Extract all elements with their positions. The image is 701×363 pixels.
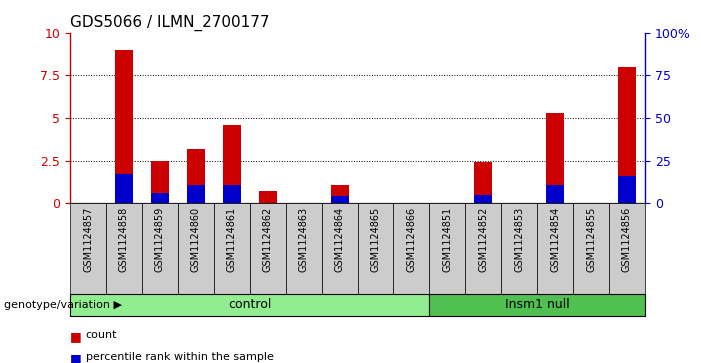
Bar xyxy=(223,184,240,203)
Bar xyxy=(142,203,178,294)
Bar xyxy=(501,203,537,294)
Bar xyxy=(151,193,169,203)
Bar xyxy=(618,67,636,203)
Bar xyxy=(537,203,573,294)
Text: GSM1124852: GSM1124852 xyxy=(478,207,489,272)
Text: GSM1124856: GSM1124856 xyxy=(622,207,632,272)
Bar xyxy=(187,149,205,203)
Text: Insm1 null: Insm1 null xyxy=(505,298,569,311)
Bar xyxy=(475,162,492,203)
Text: GSM1124865: GSM1124865 xyxy=(370,207,381,272)
Bar xyxy=(618,176,636,203)
Text: GSM1124854: GSM1124854 xyxy=(550,207,560,272)
Bar xyxy=(250,203,286,294)
Bar xyxy=(70,203,106,294)
Text: GSM1124861: GSM1124861 xyxy=(226,207,237,272)
Text: GSM1124866: GSM1124866 xyxy=(407,207,416,272)
Bar xyxy=(322,203,358,294)
Bar xyxy=(546,113,564,203)
Bar xyxy=(223,125,240,203)
Text: GSM1124857: GSM1124857 xyxy=(83,207,93,272)
Bar xyxy=(546,184,564,203)
Text: ■: ■ xyxy=(70,352,82,363)
Text: GSM1124860: GSM1124860 xyxy=(191,207,201,272)
Text: percentile rank within the sample: percentile rank within the sample xyxy=(86,352,273,362)
Text: GSM1124858: GSM1124858 xyxy=(119,207,129,272)
Text: ■: ■ xyxy=(70,330,82,343)
Text: GSM1124859: GSM1124859 xyxy=(155,207,165,272)
Text: GSM1124862: GSM1124862 xyxy=(263,207,273,272)
Bar xyxy=(115,174,133,203)
Bar xyxy=(573,203,609,294)
Bar xyxy=(609,203,645,294)
Bar xyxy=(393,203,429,294)
Bar xyxy=(331,196,348,203)
Text: genotype/variation ▶: genotype/variation ▶ xyxy=(4,300,121,310)
Text: GSM1124851: GSM1124851 xyxy=(442,207,452,272)
Text: GSM1124863: GSM1124863 xyxy=(299,207,308,272)
Bar xyxy=(214,203,250,294)
Bar xyxy=(475,195,492,203)
Text: GSM1124853: GSM1124853 xyxy=(514,207,524,272)
Bar xyxy=(465,203,501,294)
Bar xyxy=(331,184,348,203)
Bar xyxy=(430,203,465,294)
Bar xyxy=(106,203,142,294)
Bar xyxy=(286,203,322,294)
Bar xyxy=(115,50,133,203)
Bar xyxy=(178,203,214,294)
Bar xyxy=(430,294,645,316)
Bar xyxy=(70,294,430,316)
Text: GSM1124864: GSM1124864 xyxy=(334,207,345,272)
Text: GDS5066 / ILMN_2700177: GDS5066 / ILMN_2700177 xyxy=(70,15,270,31)
Text: count: count xyxy=(86,330,117,340)
Bar xyxy=(358,203,393,294)
Text: GSM1124855: GSM1124855 xyxy=(586,207,596,272)
Bar xyxy=(187,184,205,203)
Bar xyxy=(259,191,277,203)
Text: control: control xyxy=(228,298,271,311)
Bar xyxy=(151,160,169,203)
